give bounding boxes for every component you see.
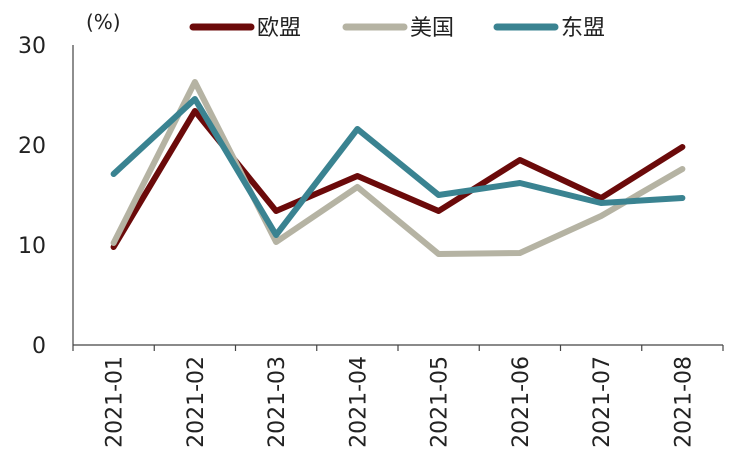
x-tick-label: 2021-04 (346, 356, 371, 448)
x-tick-label: 2021-01 (103, 356, 128, 448)
y-axis-ticks: 0 10 20 30 (18, 34, 46, 359)
series-lines (110, 79, 686, 257)
x-tick-label: 2021-02 (184, 356, 209, 448)
x-tick-label: 2021-08 (671, 356, 696, 448)
y-tick-label: 20 (18, 134, 46, 159)
x-axis-ticks: 2021-01 2021-02 2021-03 2021-04 2021-05 2021-… (72, 345, 724, 448)
legend: 欧盟 美国 东盟 (189, 16, 605, 41)
y-tick-label: 0 (32, 334, 46, 359)
x-tick-label: 2021-07 (590, 356, 615, 448)
y-unit-label: (%) (86, 10, 121, 34)
y-tick-label: 30 (18, 34, 46, 59)
y-tick-label: 10 (18, 234, 46, 259)
series-line-2 (110, 96, 686, 238)
legend-label-1: 美国 (410, 16, 454, 41)
x-tick-label: 2021-06 (509, 356, 534, 448)
x-tick-label: 2021-05 (428, 356, 453, 448)
series-line-1 (110, 79, 686, 257)
x-tick-label: 2021-03 (265, 356, 290, 448)
legend-label-2: 东盟 (561, 16, 605, 41)
legend-label-0: 欧盟 (257, 16, 301, 41)
series-line-0 (110, 108, 686, 250)
